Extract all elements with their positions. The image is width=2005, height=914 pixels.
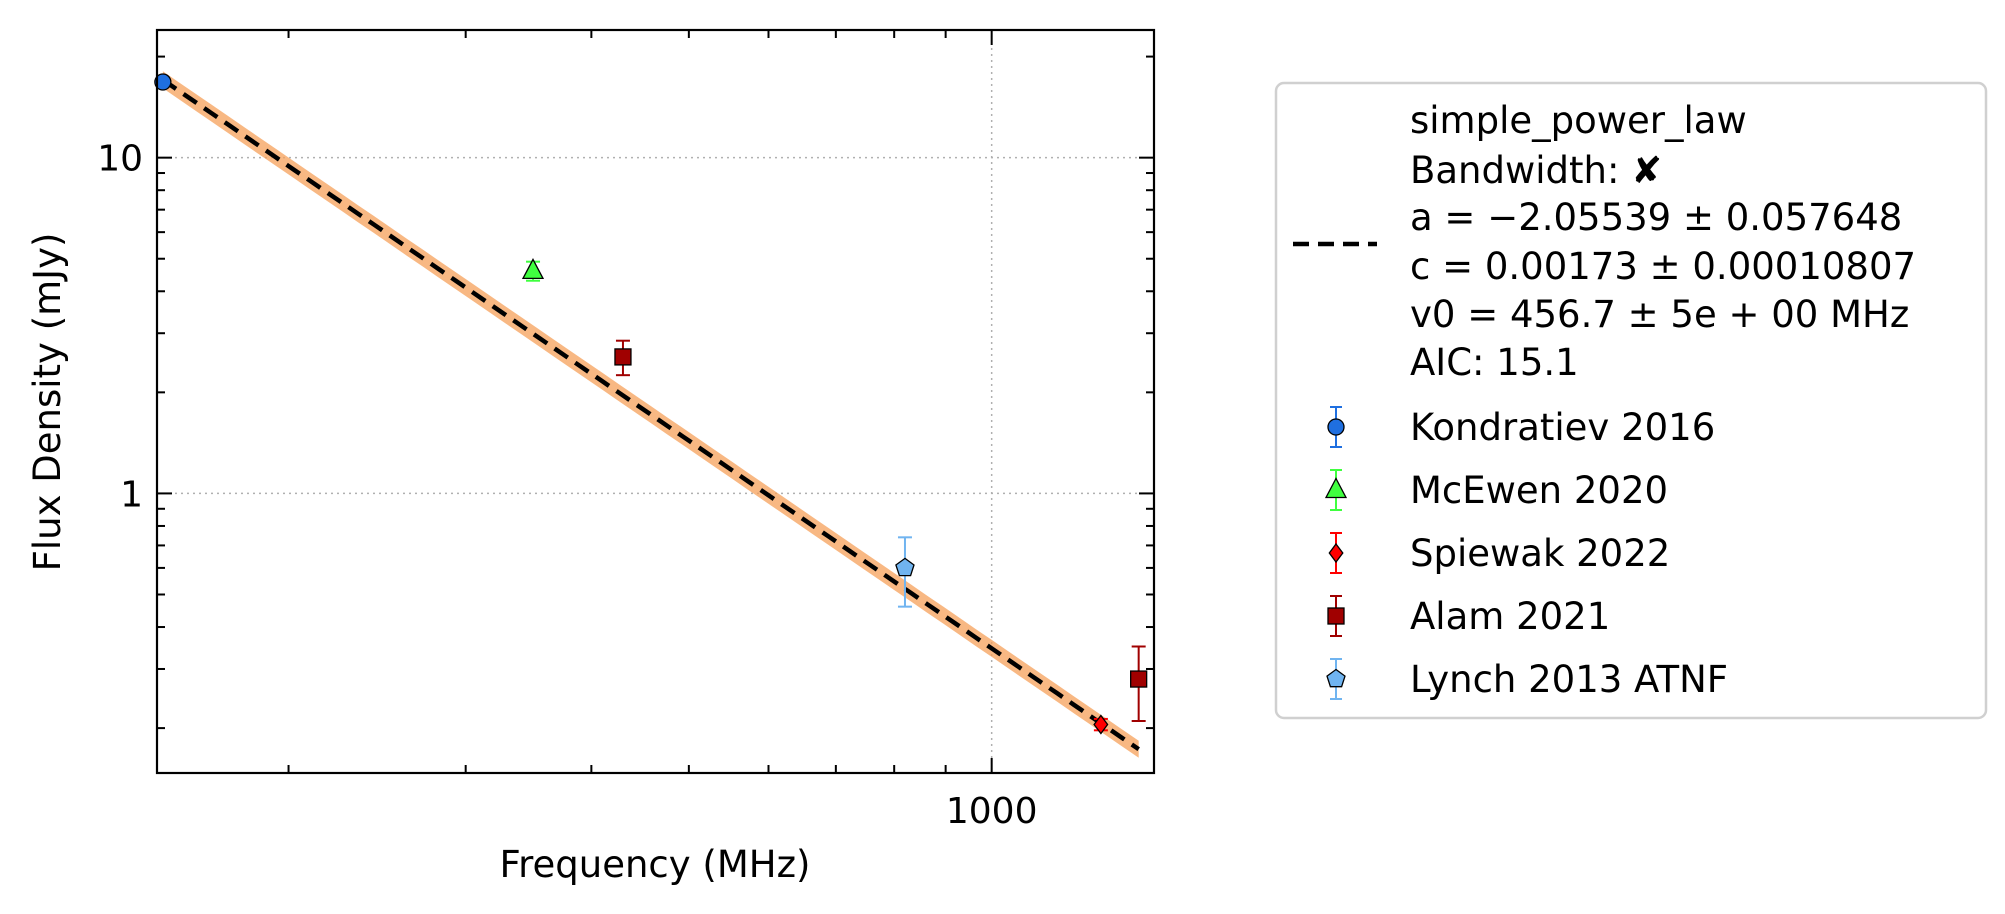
plot-frame	[155, 28, 1156, 775]
legend-lynch-2013-atnf-label: Lynch 2013 ATNF	[1410, 658, 1728, 701]
x-tick-label: 1000	[946, 791, 1038, 832]
legend-alam-2021-marker	[1327, 607, 1345, 625]
legend-fit-param-c: c = 0.00173 ± 0.00010807	[1410, 245, 1916, 288]
axis-ticks	[157, 30, 1154, 773]
legend-fit-param-a: a = −2.05539 ± 0.057648	[1410, 196, 1902, 239]
tick-labels: 1000 1 10	[97, 139, 1037, 832]
legend-fit-model: simple_power_law	[1410, 99, 1747, 142]
alam-2021-point	[614, 348, 632, 366]
legend-kondratiev-2016-marker	[1327, 418, 1345, 436]
fit-line	[161, 77, 1140, 752]
y-tick-label: 10	[97, 139, 143, 180]
legend-fit-aic: AIC: 15.1	[1410, 341, 1579, 384]
fit-layer	[161, 71, 1140, 758]
legend-spiewak-2022-label: Spiewak 2022	[1410, 532, 1670, 575]
kondratiev-2016-point	[154, 73, 172, 91]
y-tick-label: 1	[120, 474, 143, 515]
legend-lynch-2013-atnf-marker	[1326, 668, 1346, 688]
lynch-2013-atnf-point	[895, 557, 915, 577]
legend-mcewen-2020-marker	[1324, 477, 1348, 499]
spiewak-2022-point	[1093, 714, 1109, 735]
alam-2021-point	[1130, 670, 1148, 688]
x-axis-label: Frequency (MHz)	[500, 843, 811, 886]
fit-uncertainty-band	[162, 71, 1139, 758]
legend-series: Kondratiev 2016 McEwen 2020 Spiewak 2022 Al…	[1324, 406, 1728, 701]
legend-kondratiev-2016-label: Kondratiev 2016	[1410, 406, 1715, 449]
mcewen-2020-point	[521, 258, 545, 280]
legend-frame	[1274, 81, 1988, 720]
legend-fit-param-v0: v0 = 456.7 ± 5e + 00 MHz	[1410, 293, 1909, 336]
data-points	[154, 73, 1148, 735]
legend-fit-bandwidth: Bandwidth: ✘	[1410, 149, 1662, 192]
legend: simple_power_law Bandwidth: ✘ a = −2.055…	[1274, 81, 1988, 720]
legend-spiewak-2022-marker	[1328, 542, 1344, 564]
legend-alam-2021-label: Alam 2021	[1410, 595, 1610, 638]
legend-mcewen-2020-label: McEwen 2020	[1410, 469, 1668, 512]
y-axis-label: Flux Density (mJy)	[26, 233, 69, 572]
